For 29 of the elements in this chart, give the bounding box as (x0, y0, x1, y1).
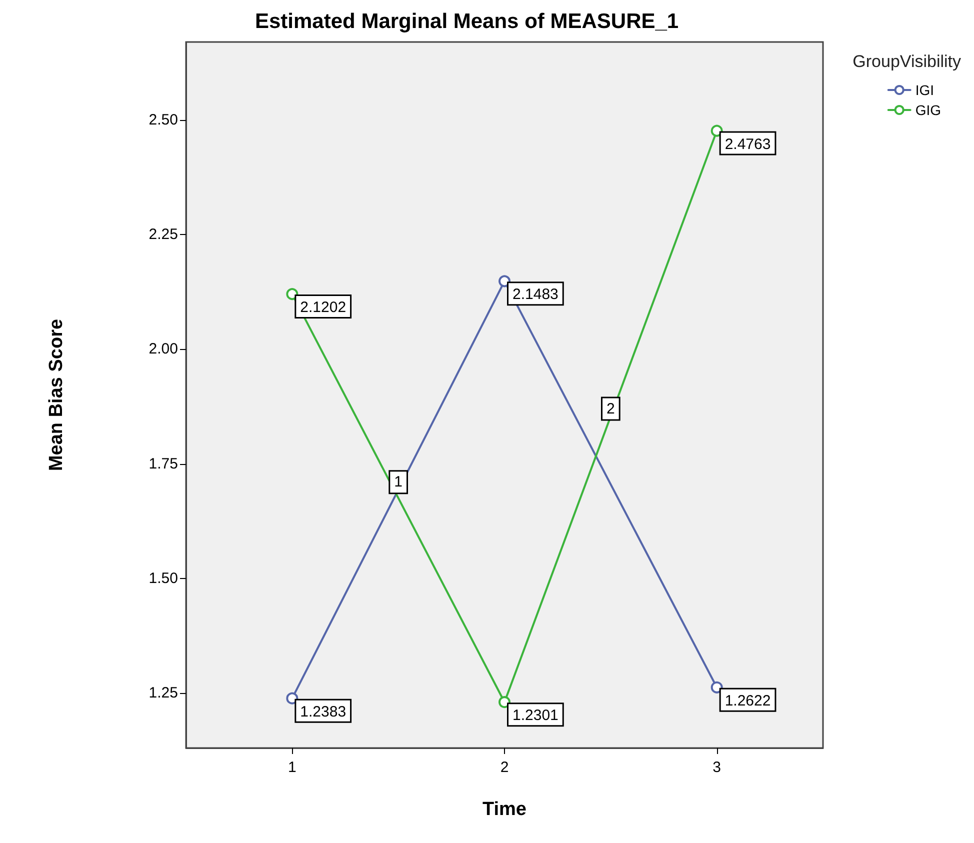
x-tick-label: 1 (288, 759, 296, 776)
y-tick-label: 1.75 (148, 455, 178, 472)
data-label: 1.2383 (300, 703, 346, 720)
point (286, 692, 298, 704)
point (286, 288, 298, 300)
y-axis-title: Mean Bias Score (46, 318, 67, 472)
legend-label: GIG (915, 102, 942, 118)
point (710, 681, 723, 694)
y-tick-label: 1.25 (148, 684, 178, 702)
point (710, 124, 723, 137)
x-axis-title: Time (482, 799, 527, 820)
data-label: 1.2622 (724, 692, 771, 710)
data-label: 2.4763 (724, 136, 771, 153)
annotation: 2 (606, 400, 615, 418)
annotation: 1 (394, 474, 403, 491)
legend-label: IGI (915, 82, 934, 98)
data-label: 1.2301 (512, 707, 558, 724)
point (498, 696, 510, 708)
data-label: 2.1202 (300, 299, 346, 316)
chart-title: Estimated Marginal Means of MEASURE_1 (255, 10, 679, 33)
y-tick-label: 2.25 (148, 226, 178, 244)
legend-title: GroupVisibility (852, 52, 962, 71)
y-tick-label: 1.50 (148, 570, 178, 587)
y-tick-label: 2.50 (148, 111, 178, 128)
x-tick-label: 2 (500, 759, 509, 776)
data-label: 2.1483 (512, 286, 558, 304)
x-tick-label: 3 (712, 759, 722, 776)
point (498, 275, 510, 288)
y-tick-label: 2.00 (148, 340, 178, 358)
